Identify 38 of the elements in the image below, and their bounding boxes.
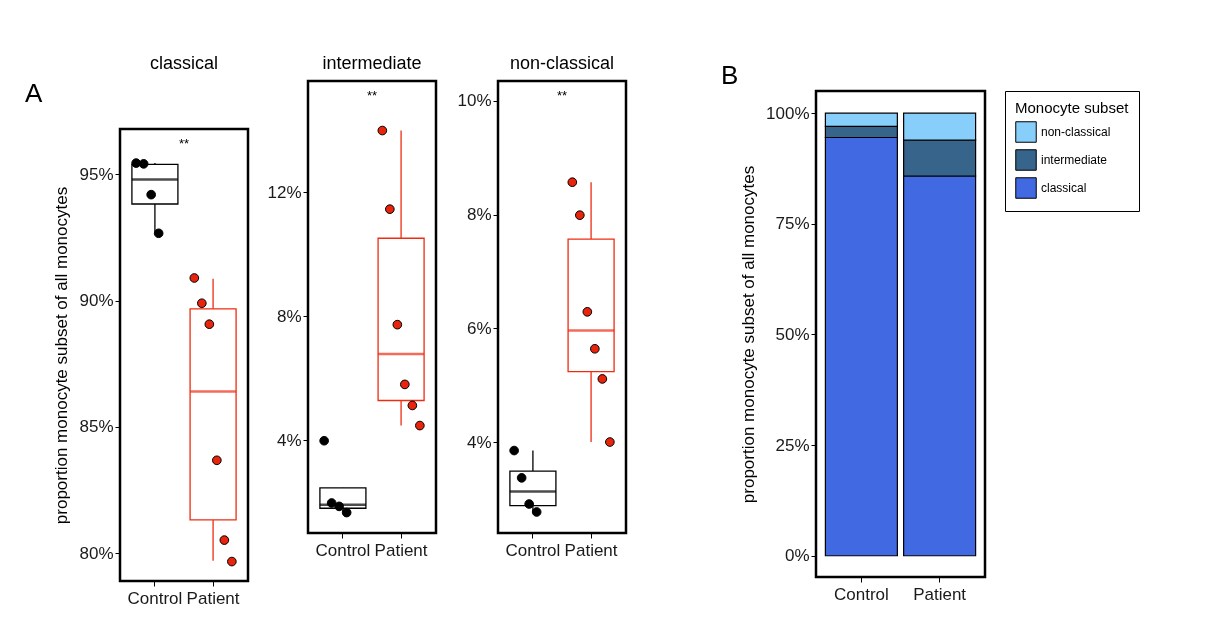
y-tick-label: 80% [79,543,114,563]
y-tick-label: 90% [79,291,114,311]
y-tick-label: 95% [79,164,114,184]
x-tick-label: Control [505,540,561,560]
y-tick-label: 4% [276,430,302,450]
annotation: ** [178,136,190,151]
y-tick-label: 6% [466,318,492,338]
chart-title: non-classical [509,53,615,73]
y-tick-label: 85% [79,417,114,437]
legend-label: non-classical [1041,125,1111,139]
text: B [721,60,739,90]
y-tick-label: 12% [267,182,302,202]
legend-label: classical [1041,181,1087,195]
x-tick-label: Patient [374,540,428,560]
y-tick-label: 8% [276,306,302,326]
y-tick-label: 25% [775,435,810,455]
y-tick-label: 8% [466,205,492,225]
annotation: ** [556,88,568,103]
x-tick-label: Patient [564,540,618,560]
y-axis-title: proportion monocyte subset of all monocytes [52,186,72,525]
y-tick-label: 0% [784,546,810,566]
chart-title: intermediate [322,53,422,73]
x-tick-label: Control [315,540,371,560]
legend-label: intermediate [1041,153,1108,167]
x-tick-label: Patient [913,584,967,604]
x-tick-label: Patient [186,588,240,608]
y-tick-label: 50% [775,324,810,344]
x-tick-label: Control [833,584,889,604]
chart-title: classical [149,53,219,73]
y-tick-label: 75% [775,214,810,234]
y-tick-label: 4% [466,432,492,452]
x-tick-label: Control [127,588,183,608]
annotation: ** [366,88,378,103]
y-tick-label: 100% [766,103,810,123]
y-tick-label: 10% [457,91,492,111]
legend-title: Monocyte subset [1015,99,1130,116]
text: A [25,78,43,108]
y-axis-title: proportion monocyte subset of all monocytes [739,165,759,504]
